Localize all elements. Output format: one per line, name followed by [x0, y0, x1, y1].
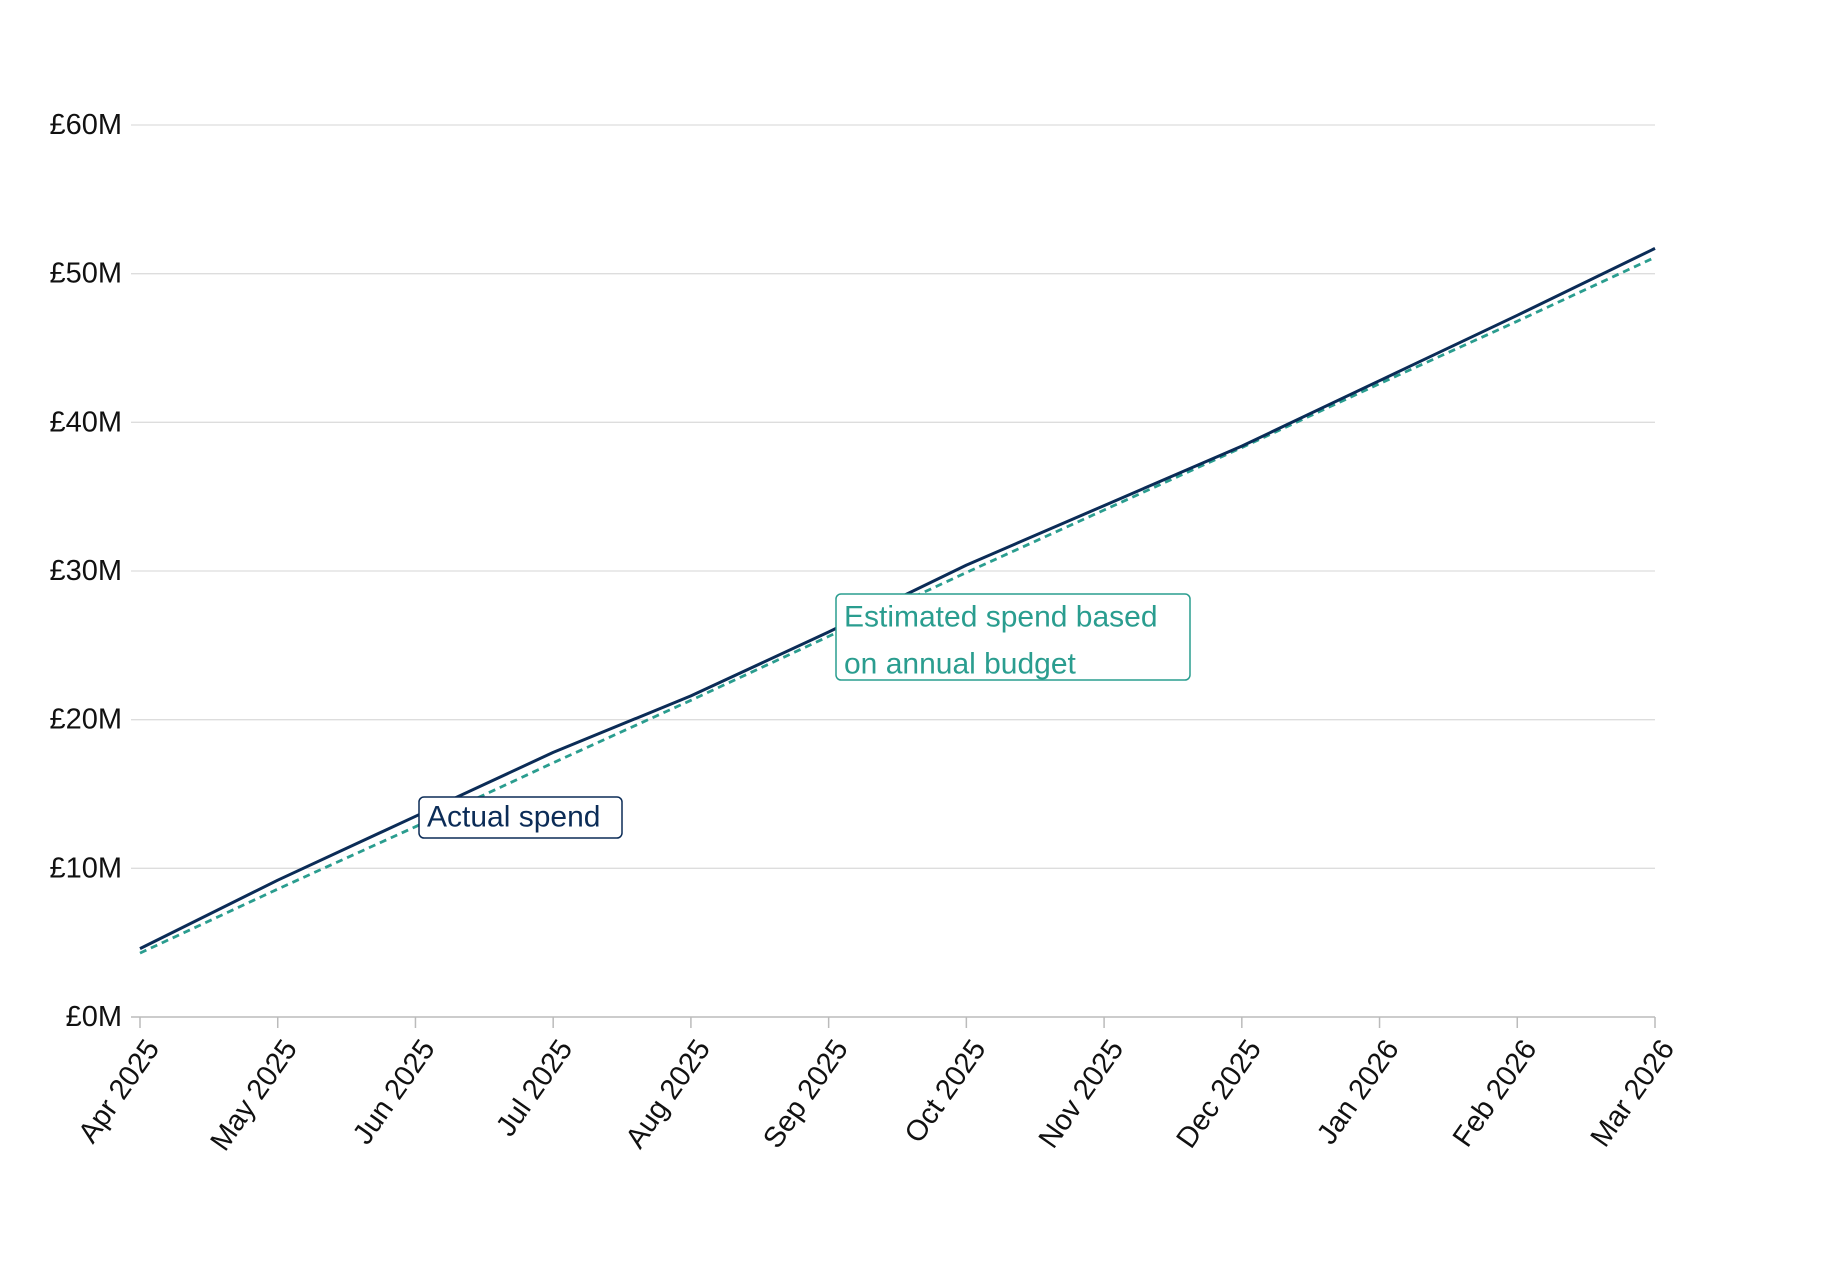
- x-tick-label: May 2025: [205, 1034, 304, 1157]
- annotation-box: [418, 796, 623, 839]
- annotation-text: Estimated spend based: [844, 601, 1158, 634]
- x-tick-label: Nov 2025: [1033, 1034, 1130, 1154]
- x-tick-label: Dec 2025: [1171, 1034, 1268, 1154]
- y-tick-label: £30M: [49, 555, 122, 587]
- y-tick-label: £50M: [49, 258, 122, 290]
- x-tick-label: Sep 2025: [757, 1034, 854, 1154]
- x-tick-label: Jul 2025: [490, 1034, 579, 1142]
- x-axis: Apr 2025 May 2025 Jun 2025 Jul 2025 Aug 2025…: [72, 1016, 1681, 1157]
- x-tick-label: Feb 2026: [1447, 1034, 1544, 1153]
- actual-spend-label: Actual spend: [418, 796, 623, 839]
- x-tick-label: Oct 2025: [899, 1034, 993, 1149]
- x-tick-label: Apr 2025: [72, 1034, 166, 1149]
- x-tick-label: Jan 2026: [1311, 1034, 1406, 1150]
- y-tick-label: £40M: [49, 406, 122, 438]
- gridlines: [131, 124, 1655, 869]
- y-tick-label: £10M: [49, 852, 122, 884]
- estimated-spend-label: Estimated spend based on annual budget: [835, 593, 1191, 681]
- annotations: Actual spend Estimated spend based on annu…: [418, 593, 1191, 839]
- annotation-box: [835, 593, 1191, 681]
- y-tick-label: £60M: [49, 109, 122, 141]
- x-tick-label: Jun 2025: [347, 1034, 442, 1150]
- y-tick-label: £20M: [49, 704, 122, 736]
- x-tick-label: Mar 2026: [1585, 1034, 1681, 1153]
- annotation-text: Actual spend: [427, 801, 600, 834]
- x-tick-label: Aug 2025: [620, 1034, 717, 1154]
- annotation-text: on annual budget: [844, 648, 1077, 681]
- y-tick-label: £0M: [66, 1001, 122, 1033]
- y-axis: £0M £10M £20M £30M £40M £50M £60M: [49, 109, 122, 1033]
